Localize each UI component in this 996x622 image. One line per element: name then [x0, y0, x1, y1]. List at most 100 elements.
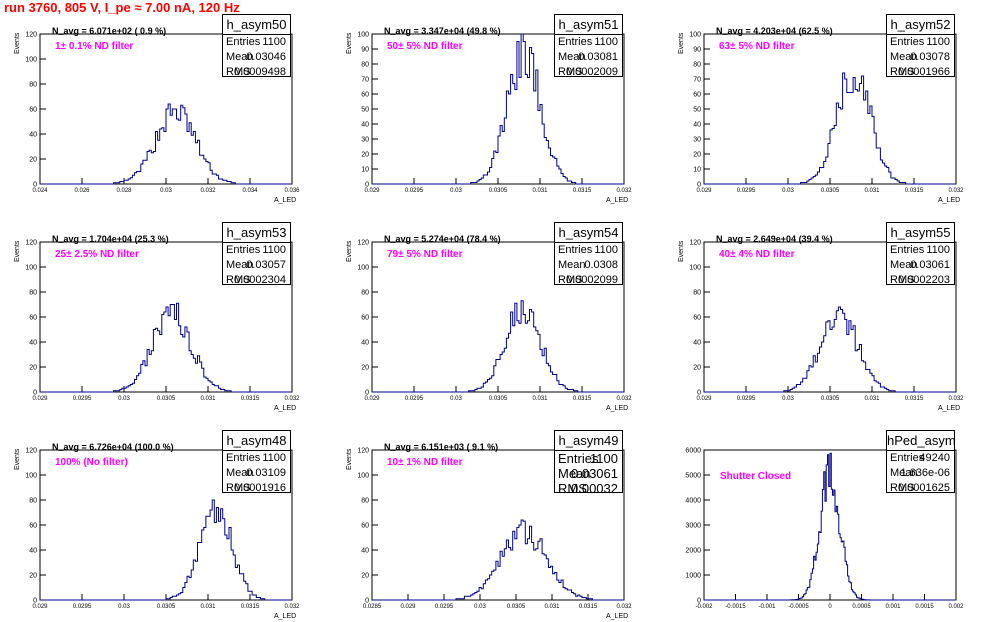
stats-value-mean: 0.0308: [584, 259, 618, 271]
y-axis-label: Events: [14, 240, 21, 262]
x-tick-label: 0.029: [696, 188, 712, 194]
stats-row-mean: Mean 0.03081: [558, 50, 618, 65]
x-tick-label: 0: [828, 604, 832, 610]
y-tick-label: 100: [357, 265, 369, 272]
x-tick-label: 0.024: [32, 188, 48, 194]
y-tick-label: 0: [697, 182, 701, 189]
x-axis-label: A_LED: [274, 405, 297, 412]
y-tick-label: 10: [361, 167, 369, 174]
histogram-pad-h_asym52: 0 10 20 30 40 50 60 70 80 90 100 0.029 0.0295 0.03 0.0…: [664, 14, 996, 204]
stats-key: RMS: [558, 274, 583, 286]
histogram-plot: 0 20 40 60 80 100 120 0.024 0.026 0.028 0.03 0.032 0…: [25, 32, 300, 195]
x-tick-label: 0.029: [364, 188, 380, 194]
histogram-line: [372, 33, 624, 185]
stats-value-rms: 0.0001625: [898, 482, 950, 494]
y-tick-label: 80: [361, 290, 369, 297]
y-tick-label: 5000: [685, 473, 701, 480]
histogram-line: [704, 452, 956, 601]
stats-key: RMS: [890, 482, 915, 494]
stats-row-mean: Mean 0.03046: [226, 50, 286, 65]
stats-box: h_asym55 Entries 1100 Mean 0.03061 RMS 0.00022…: [886, 222, 955, 286]
stats-key: RMS: [890, 274, 915, 286]
stats-row-entries: Entries 1100: [558, 35, 618, 50]
histogram-pad-h_asym48: 0 20 40 60 80 100 120 0.029 0.0295 0.03 0.0305 0.03…: [0, 430, 332, 620]
x-axis-label: A_LED: [606, 613, 629, 620]
x-tick-label: 0.0315: [241, 604, 260, 610]
stats-box: h_asym53 Entries 1100 Mean 0.03057 RMS 0.00023…: [222, 222, 291, 286]
x-tick-label: 0.029: [364, 396, 380, 402]
filter-note: 63± 5% ND filter: [719, 41, 795, 52]
stats-key: RMS: [890, 66, 915, 78]
stats-key: Mean: [890, 467, 918, 479]
stats-value-entries: 1100: [926, 244, 950, 256]
histogram-plot: 0 10 20 30 40 50 60 70 80 90 100 0.029 0.0295 0.03 0.0…: [689, 32, 964, 195]
y-tick-label: 80: [29, 82, 37, 89]
stats-value-entries: 1100: [262, 36, 286, 48]
stats-key: Entries: [226, 36, 261, 48]
y-tick-label: 30: [693, 137, 701, 144]
x-tick-label: 0.03: [782, 188, 794, 194]
filter-note: 50± 5% ND filter: [387, 41, 463, 52]
y-tick-label: 100: [25, 473, 37, 480]
stats-row-entries: Entries 1100: [890, 35, 950, 50]
x-tick-label: 0.029: [32, 396, 48, 402]
stats-key: Mean: [890, 51, 918, 63]
stats-row-mean: Mean 1.636e-06: [890, 466, 950, 481]
histogram-plot: 0 1000 2000 3000 4000 5000 6000 -0.002 -0.0015 -0…: [685, 448, 964, 611]
stats-value-mean: 0.03078: [910, 51, 950, 63]
histogram-plot: 0 20 40 60 80 100 120 0.0285 0.029 0.0295 0.03 0.03…: [357, 448, 632, 611]
stats-value-entries: 1100: [926, 36, 950, 48]
x-tick-label: 0.0295: [435, 604, 454, 610]
histogram-line: [40, 499, 292, 601]
stats-key: Entries: [558, 36, 593, 48]
histogram-line: [40, 103, 292, 185]
x-tick-label: 0.031: [532, 396, 548, 402]
stats-key: Entries: [890, 36, 925, 48]
x-tick-label: 0.032: [616, 604, 632, 610]
x-tick-label: 0.032: [948, 396, 964, 402]
stats-key: Mean: [558, 259, 586, 271]
x-tick-label: 0.0295: [405, 396, 424, 402]
histogram-plot: 0 10 20 30 40 50 60 70 80 90 100 0.029 0.0295 0.03 0.0…: [357, 32, 632, 195]
x-tick-label: 0.0305: [157, 604, 176, 610]
histogram-pad-h_asym55: 0 20 40 60 80 100 120 0.029 0.0295 0.03 0.0305 0.03…: [664, 222, 996, 412]
filter-note: 25± 2.5% ND filter: [55, 249, 139, 260]
stats-box: h_asym49 Entries 1100 Mean 0.03061 RMS 0.00032: [554, 430, 623, 496]
y-tick-label: 20: [361, 365, 369, 372]
y-axis-label: Events: [14, 448, 21, 470]
stats-key: RMS: [558, 481, 587, 496]
stats-box: hPed_asym Entries 49240 Mean 1.636e-06 RMS 0.0…: [886, 430, 956, 494]
stats-key: Entries: [558, 244, 593, 256]
y-tick-label: 10: [693, 167, 701, 174]
histogram-pad-h_asym50: 0 20 40 60 80 100 120 0.024 0.026 0.028 0.03 0.032 0…: [0, 14, 332, 204]
x-tick-label: 0.0315: [573, 188, 592, 194]
x-tick-label: 0.0015: [915, 604, 934, 610]
stats-row-entries: Entries 1100: [558, 451, 618, 466]
stats-row-entries: Entries 49240: [890, 451, 950, 466]
x-axis-label: A_LED: [606, 405, 629, 412]
stats-value-entries: 1100: [590, 451, 618, 466]
x-tick-label: 0.032: [284, 604, 300, 610]
y-tick-label: 70: [693, 77, 701, 84]
y-tick-label: 80: [29, 498, 37, 505]
y-tick-label: 40: [29, 340, 37, 347]
x-tick-label: 0.0305: [821, 188, 840, 194]
stats-value-rms: 0.0002099: [566, 274, 618, 286]
y-tick-label: 60: [361, 315, 369, 322]
y-tick-label: 100: [25, 265, 37, 272]
stats-box-title: h_asym51: [555, 15, 622, 35]
y-tick-label: 0: [365, 182, 369, 189]
stats-row-mean: Mean 0.03078: [890, 50, 950, 65]
n-avg-label: N_avg = 2.649e+04 (39.4 %): [716, 234, 833, 244]
x-tick-label: 0.0295: [405, 188, 424, 194]
x-tick-label: 0.032: [616, 188, 632, 194]
x-tick-label: 0.028: [116, 188, 132, 194]
x-tick-label: 0.0315: [573, 396, 592, 402]
y-tick-label: 40: [361, 340, 369, 347]
y-tick-label: 40: [29, 548, 37, 555]
stats-key: Entries: [226, 244, 261, 256]
histogram-pad-h_asym51: 0 10 20 30 40 50 60 70 80 90 100 0.029 0.0295 0.03 0.0…: [332, 14, 664, 204]
stats-box: h_asym48 Entries 1100 Mean 0.03109 RMS 0.00019…: [222, 430, 291, 494]
x-tick-label: 0.031: [544, 604, 560, 610]
x-tick-label: 0.0295: [73, 604, 92, 610]
